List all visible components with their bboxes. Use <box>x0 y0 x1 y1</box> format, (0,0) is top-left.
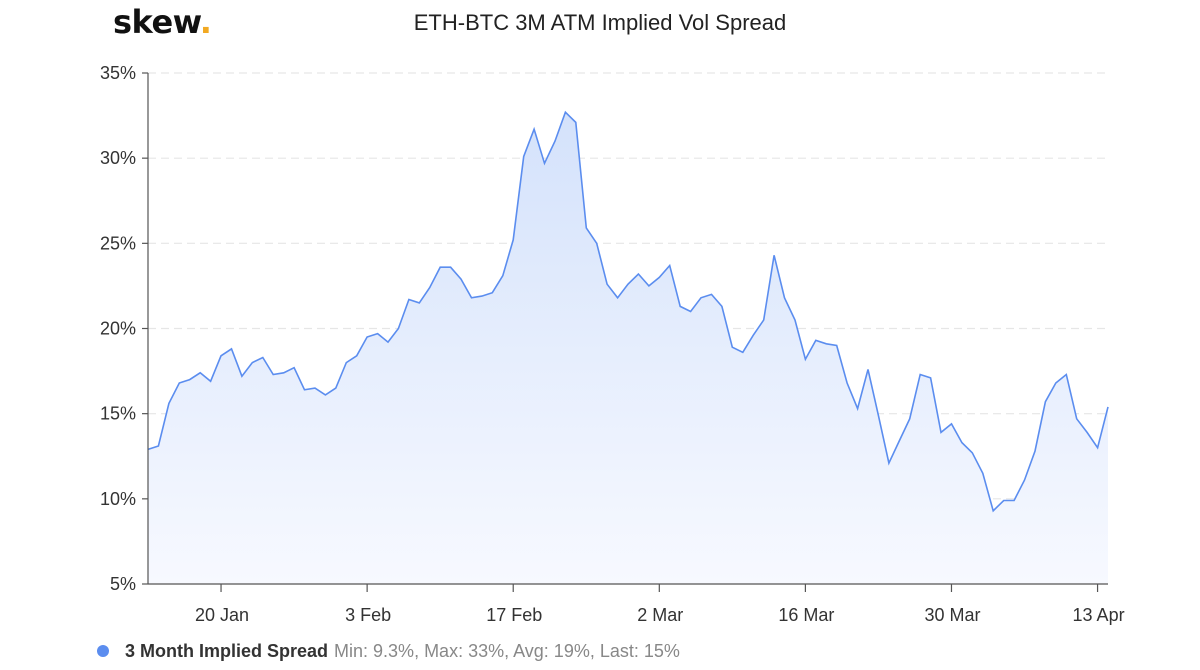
x-tick-label: 30 Mar <box>924 605 980 625</box>
x-tick-label: 3 Feb <box>345 605 391 625</box>
axes <box>142 72 1108 592</box>
y-tick-label: 20% <box>100 319 136 339</box>
skew-logo: skew. <box>113 2 212 42</box>
y-tick-label: 15% <box>100 404 136 424</box>
y-tick-labels: 5% 10% 15% 20% 25% 30% 35% <box>100 63 136 594</box>
logo-dot: . <box>199 3 212 41</box>
series-area <box>148 112 1108 584</box>
legend-series-name: 3 Month Implied Spread <box>125 640 329 661</box>
y-tick-label: 5% <box>110 574 136 594</box>
series-line <box>147 110 1109 513</box>
x-tick-label: 13 Apr <box>1073 605 1125 625</box>
legend-swatch-icon <box>97 645 109 657</box>
y-tick-label: 35% <box>100 63 136 83</box>
x-tick-label: 16 Mar <box>778 605 834 625</box>
x-tick-label: 17 Feb <box>486 605 542 625</box>
y-tick-label: 30% <box>100 148 136 168</box>
y-tick-label: 25% <box>100 233 136 253</box>
logo-text: skew <box>113 3 200 41</box>
legend[interactable]: 3 Month Implied Spread Min: 9.3%, Max: 3… <box>97 638 680 664</box>
x-tick-label: 20 Jan <box>195 605 249 625</box>
x-tick-labels: 20 Jan 3 Feb 17 Feb 2 Mar 16 Mar 30 Mar 13 Apr <box>195 605 1125 625</box>
legend-series-stats: Min: 9.3%, Max: 33%, Avg: 19%, Last: 15% <box>334 640 680 661</box>
y-tick-label: 10% <box>100 489 136 509</box>
x-tick-label: 2 Mar <box>637 605 683 625</box>
chart-title: ETH-BTC 3M ATM Implied Vol Spread <box>413 10 787 35</box>
